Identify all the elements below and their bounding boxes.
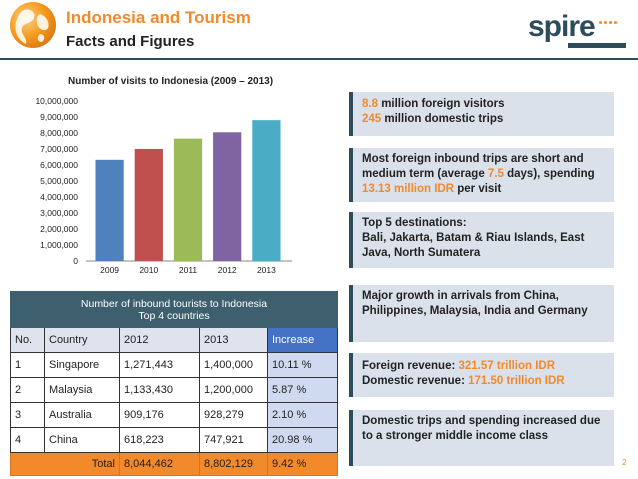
header-2013: 2013 [199,327,268,353]
trip-days-value: 7.5 [487,168,504,180]
domestic-trips-value: 245 [362,113,382,125]
cell-2013: 747,921 [199,427,268,453]
cell-2012: 618,223 [119,427,200,453]
table-row: 3 Australia 909,176 928,279 2.10 % [10,402,338,428]
bar-2011 [173,138,203,261]
page-subtitle: Facts and Figures [66,33,195,50]
x-tick-label: 2009 [100,265,119,275]
cell-increase: 5.87 % [267,377,338,403]
cell-country: China [44,427,120,453]
domestic-text: Domestic trips and spending increased du… [362,415,601,442]
y-tick-label: 6,000,000 [40,160,78,170]
logo-bar [568,43,626,48]
total-label: Total [10,452,120,476]
header-divider [0,58,638,60]
total-increase: 9.42 % [267,452,338,476]
y-tick-label: 10,000,000 [35,96,78,106]
cell-2013: 1,200,000 [199,377,268,403]
revenue-box: Foreign revenue: 321.57 trillion IDR Dom… [349,353,614,397]
chart-title: Number of visits to Indonesia (2009 – 20… [68,76,274,87]
visits-chart: Number of visits to Indonesia (2009 – 20… [8,68,296,286]
total-2013: 8,802,129 [199,452,268,476]
cell-increase: 10.11 % [267,352,338,378]
cell-no: 2 [10,377,45,403]
destinations-list: Bali, Jakarta, Batam & Riau Islands, Eas… [362,232,585,259]
inbound-tourists-table: Number of inbound tourists to Indonesia … [10,291,338,476]
foreign-visitors-value: 8.8 [362,98,378,110]
y-tick-label: 4,000,000 [40,192,78,202]
cell-increase: 2.10 % [267,402,338,428]
header-2012: 2012 [119,327,200,353]
logo-text: spire [528,10,596,43]
visitors-box: 8.8 million foreign visitors 245 million… [349,92,614,136]
table-row: 4 China 618,223 747,921 20.98 % [10,427,338,453]
growth-text: Major growth in arrivals from China, Phi… [362,290,588,317]
cell-2013: 928,279 [199,402,268,428]
table-total-row: Total 8,044,462 8,802,129 9.42 % [10,452,338,476]
spending-value: 13.13 million IDR [362,183,455,195]
x-tick-label: 2013 [257,265,276,275]
globe-logo [10,2,56,48]
cell-2012: 1,271,443 [119,352,200,378]
cell-country: Australia [44,402,120,428]
table-caption-line2: Top 4 countries [138,309,210,322]
cell-increase: 20.98 % [267,427,338,453]
domestic-box: Domestic trips and spending increased du… [349,410,614,466]
spire-logo: spire [528,10,628,54]
growth-box: Major growth in arrivals from China, Phi… [349,285,614,342]
destinations-heading: Top 5 destinations: [362,217,467,229]
cell-country: Singapore [44,352,120,378]
domestic-revenue-label: Domestic revenue: [362,375,469,387]
globe-icon [15,9,49,44]
domestic-revenue-value: 171.50 trillion IDR [468,375,565,387]
x-tick-label: 2012 [218,265,237,275]
y-tick-label: 3,000,000 [40,208,78,218]
header-increase: Increase [267,327,338,353]
cell-2012: 909,176 [119,402,200,428]
foreign-revenue-label: Foreign revenue: [362,360,459,372]
cell-no: 3 [10,402,45,428]
y-tick-label: 7,000,000 [40,144,78,154]
y-tick-label: 5,000,000 [40,176,78,186]
cell-2012: 1,133,430 [119,377,200,403]
trips-text-c: per visit [454,183,502,195]
foreign-revenue-value: 321.57 trillion IDR [458,360,556,372]
page-number: 2 [622,458,627,467]
header-country: Country [44,327,120,353]
domestic-trips-text: million domestic trips [381,113,504,125]
bar-2013 [252,120,281,261]
table-row: 1 Singapore 1,271,443 1,400,000 10.11 % [10,352,338,378]
y-tick-label: 9,000,000 [40,112,78,122]
chart-svg: 0 1,000,000 2,000,000 3,000,000 4,000,000 5,0… [35,96,292,275]
bar-2010 [134,148,163,261]
y-tick-label: 0 [73,256,78,266]
y-tick-label: 8,000,000 [40,128,78,138]
header-no: No. [10,327,45,353]
cell-no: 4 [10,427,45,453]
trips-text-a: Most foreign inbound trips are short and… [362,153,584,180]
page-title: Indonesia and Tourism [66,8,251,27]
y-tick-label: 2,000,000 [40,224,78,234]
x-tick-label: 2011 [179,265,198,275]
cell-country: Malaysia [44,377,120,403]
foreign-visitors-text: million foreign visitors [378,98,505,110]
bar-2009 [95,159,124,261]
table-caption-line1: Number of inbound tourists to Indonesia [80,297,268,310]
y-tick-label: 1,000,000 [40,240,78,250]
x-tick-label: 2010 [139,265,158,275]
cell-2013: 1,400,000 [199,352,268,378]
destinations-box: Top 5 destinations: Bali, Jakarta, Batam… [349,212,614,268]
table-header-row: No. Country 2012 2013 Increase [10,327,338,353]
cell-no: 1 [10,352,45,378]
table-caption: Number of inbound tourists to Indonesia … [10,291,338,328]
total-2012: 8,044,462 [119,452,200,476]
trips-text-b: days), spending [503,168,595,180]
logo-dots [598,11,626,24]
trips-box: Most foreign inbound trips are short and… [349,148,614,202]
bar-2012 [213,132,242,261]
table-row: 2 Malaysia 1,133,430 1,200,000 5.87 % [10,377,338,403]
